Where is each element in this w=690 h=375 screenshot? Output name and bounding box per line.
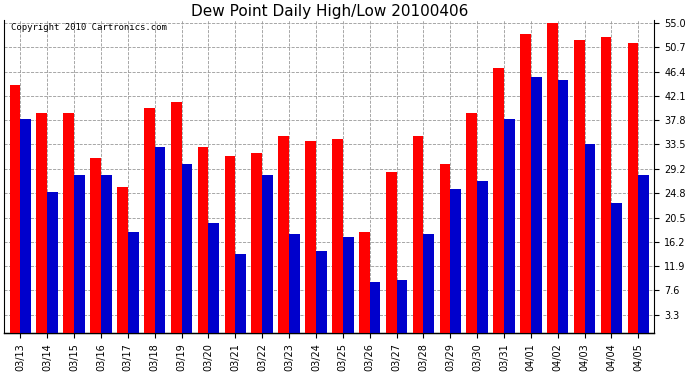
Bar [343,237,353,333]
Bar [451,189,461,333]
Bar [638,176,649,333]
Bar [101,176,112,333]
Bar [37,113,47,333]
Bar [504,119,515,333]
Bar [117,187,128,333]
Bar [413,136,424,333]
Bar [584,144,595,333]
Bar [477,181,488,333]
Bar [10,85,20,333]
Bar [332,139,343,333]
Bar [611,204,622,333]
Bar [397,280,407,333]
Bar [386,172,397,333]
Bar [224,156,235,333]
Bar [144,108,155,333]
Bar [235,254,246,333]
Bar [547,23,558,333]
Bar [155,147,166,333]
Bar [208,223,219,333]
Bar [289,234,299,333]
Bar [20,119,31,333]
Bar [520,34,531,333]
Bar [171,102,181,333]
Bar [558,80,569,333]
Text: Copyright 2010 Cartronics.com: Copyright 2010 Cartronics.com [10,24,166,33]
Bar [601,37,611,333]
Bar [628,43,638,333]
Bar [47,192,58,333]
Bar [90,158,101,333]
Bar [278,136,289,333]
Bar [424,234,434,333]
Bar [440,164,451,333]
Bar [466,113,477,333]
Bar [359,232,370,333]
Bar [251,153,262,333]
Bar [531,77,542,333]
Title: Dew Point Daily High/Low 20100406: Dew Point Daily High/Low 20100406 [190,4,468,19]
Bar [316,251,326,333]
Bar [197,147,208,333]
Bar [305,141,316,333]
Bar [181,164,193,333]
Bar [128,232,139,333]
Bar [63,113,74,333]
Bar [370,282,380,333]
Bar [262,176,273,333]
Bar [74,176,85,333]
Bar [493,68,504,333]
Bar [574,40,584,333]
